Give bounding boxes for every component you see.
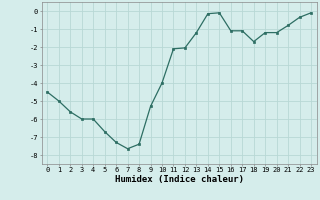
X-axis label: Humidex (Indice chaleur): Humidex (Indice chaleur) [115,175,244,184]
